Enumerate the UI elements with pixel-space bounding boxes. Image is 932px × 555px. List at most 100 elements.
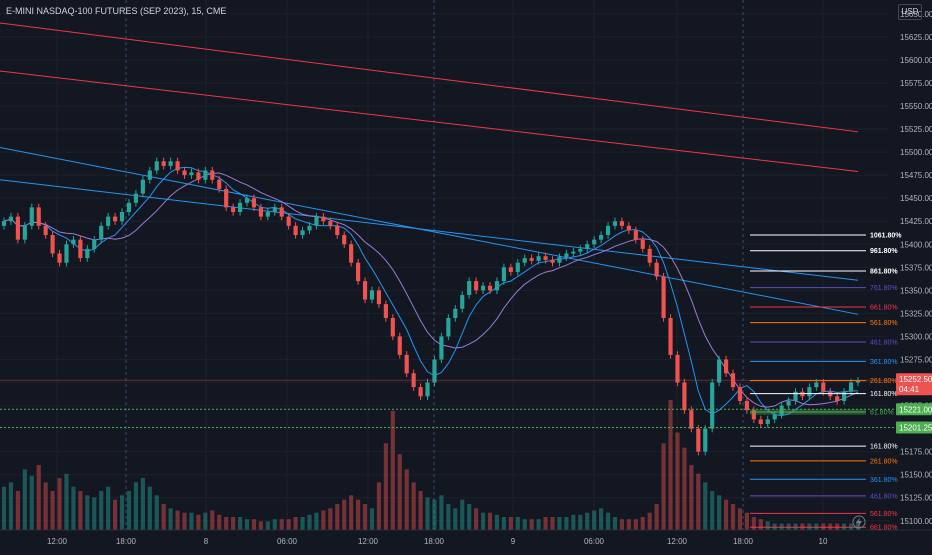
price-axis-label: 15600.00 <box>900 56 932 65</box>
candle-body <box>432 359 437 383</box>
candle-body <box>668 318 673 355</box>
candle-body <box>210 170 215 180</box>
volume-bar <box>432 499 437 530</box>
volume-bar <box>383 443 388 530</box>
fib-level-label: 661.80% <box>870 525 898 532</box>
volume-bar <box>286 519 291 530</box>
candle-body <box>203 170 208 180</box>
volume-bar <box>321 510 326 530</box>
candle-body <box>772 414 777 420</box>
volume-bar <box>640 517 645 530</box>
time-axis-label: 18:00 <box>733 537 754 546</box>
price-axis-label: 15300.00 <box>900 332 932 341</box>
candle-body <box>321 216 326 222</box>
volume-bar <box>765 521 770 530</box>
volume-bar <box>126 491 132 530</box>
volume-bar <box>689 465 694 530</box>
price-axis-label: 15525.00 <box>900 125 932 134</box>
volume-bar <box>300 517 305 530</box>
candle-body <box>119 212 125 222</box>
volume-bar <box>362 504 368 530</box>
candle-body <box>564 253 569 258</box>
volume-bar <box>113 499 118 530</box>
volume-bar <box>703 482 708 530</box>
candle-body <box>251 198 257 208</box>
candle-body <box>390 318 395 337</box>
price-axis-label: 15325.00 <box>900 309 932 318</box>
candle-body <box>821 382 826 392</box>
candle-body <box>293 225 298 236</box>
candle-body <box>272 207 277 212</box>
candle-body <box>92 239 97 249</box>
candle-body <box>626 225 631 231</box>
lightning-icon-glyph <box>856 517 862 527</box>
candle-body <box>842 391 847 401</box>
candle-body <box>522 258 527 263</box>
band-layer <box>0 22 859 417</box>
fib-zone <box>750 409 866 415</box>
volume-bar <box>29 475 34 530</box>
volume-bar <box>723 499 729 530</box>
volume-bar <box>43 482 48 530</box>
candle-body <box>196 172 201 180</box>
volume-bar <box>543 517 548 530</box>
lightning-icon-ring <box>852 515 866 529</box>
volume-bar <box>154 495 159 530</box>
currency-button[interactable]: USD <box>898 4 922 20</box>
candle-body <box>848 382 854 392</box>
candle-body <box>126 202 132 212</box>
candle-body <box>404 354 409 374</box>
volume-bar <box>57 478 62 530</box>
volume-bar <box>231 517 236 530</box>
volume-bar <box>175 510 180 530</box>
volume-bar <box>425 497 430 530</box>
candle-body <box>161 161 166 166</box>
candle-body <box>418 387 423 397</box>
time-axis[interactable]: 12:00 18:00 8 06:00 12:00 18:00 9 06:00 12:00 18:… <box>0 529 932 546</box>
volume-bar <box>619 519 625 530</box>
volume-bar <box>494 514 500 530</box>
level2-price-tag[interactable] <box>896 421 932 434</box>
time-axis-label: 18:00 <box>424 537 445 546</box>
candle-body <box>133 193 139 203</box>
volume-bar <box>147 486 152 530</box>
candle-body <box>376 290 382 305</box>
time-axis-label: 06:00 <box>277 537 298 546</box>
candle-body <box>217 179 222 189</box>
fib-level-label: 361.80% <box>870 359 898 366</box>
candle-body <box>182 170 187 176</box>
price-axis[interactable]: 15650.00 15625.00 15600.00 15575.00 15550.00… <box>900 10 932 526</box>
volume-bar <box>182 512 187 530</box>
price-axis-label: 15150.00 <box>900 471 932 480</box>
price-axis-label: 15425.00 <box>900 217 932 226</box>
candle-body <box>258 207 263 217</box>
symbol-title[interactable]: E-MINI NASDAQ-100 FUTURES (SEP 2023), 15… <box>6 6 227 16</box>
lightning-icon[interactable] <box>852 515 866 529</box>
level1-price-tag[interactable] <box>896 403 932 416</box>
candle-body <box>43 225 48 236</box>
candle-body <box>286 216 291 226</box>
candle-body <box>279 207 284 217</box>
volume-bar <box>550 517 555 530</box>
candle-body <box>557 257 562 263</box>
volume-bar <box>106 486 111 530</box>
candle-body <box>175 161 180 171</box>
candle-body <box>362 281 368 300</box>
price-axis-label: 15275.00 <box>900 355 932 364</box>
candle-body <box>786 400 791 406</box>
red-ma-line <box>0 22 859 133</box>
last-price-tag[interactable] <box>896 373 932 396</box>
time-axis-label: 18:00 <box>116 537 137 546</box>
volume-bar <box>557 517 562 530</box>
volume-bar <box>599 508 604 530</box>
volume-bar <box>71 486 76 530</box>
volume-bar <box>133 482 139 530</box>
candle-body <box>612 221 618 226</box>
fib-layer: 1061.80% 961.80% 861.80% 761.80% 661.80% 561.… <box>750 233 902 532</box>
candle-body <box>369 290 375 300</box>
volume-bar <box>515 517 520 530</box>
price-axis-label: 15475.00 <box>900 171 932 180</box>
candle-layer <box>1 157 861 456</box>
